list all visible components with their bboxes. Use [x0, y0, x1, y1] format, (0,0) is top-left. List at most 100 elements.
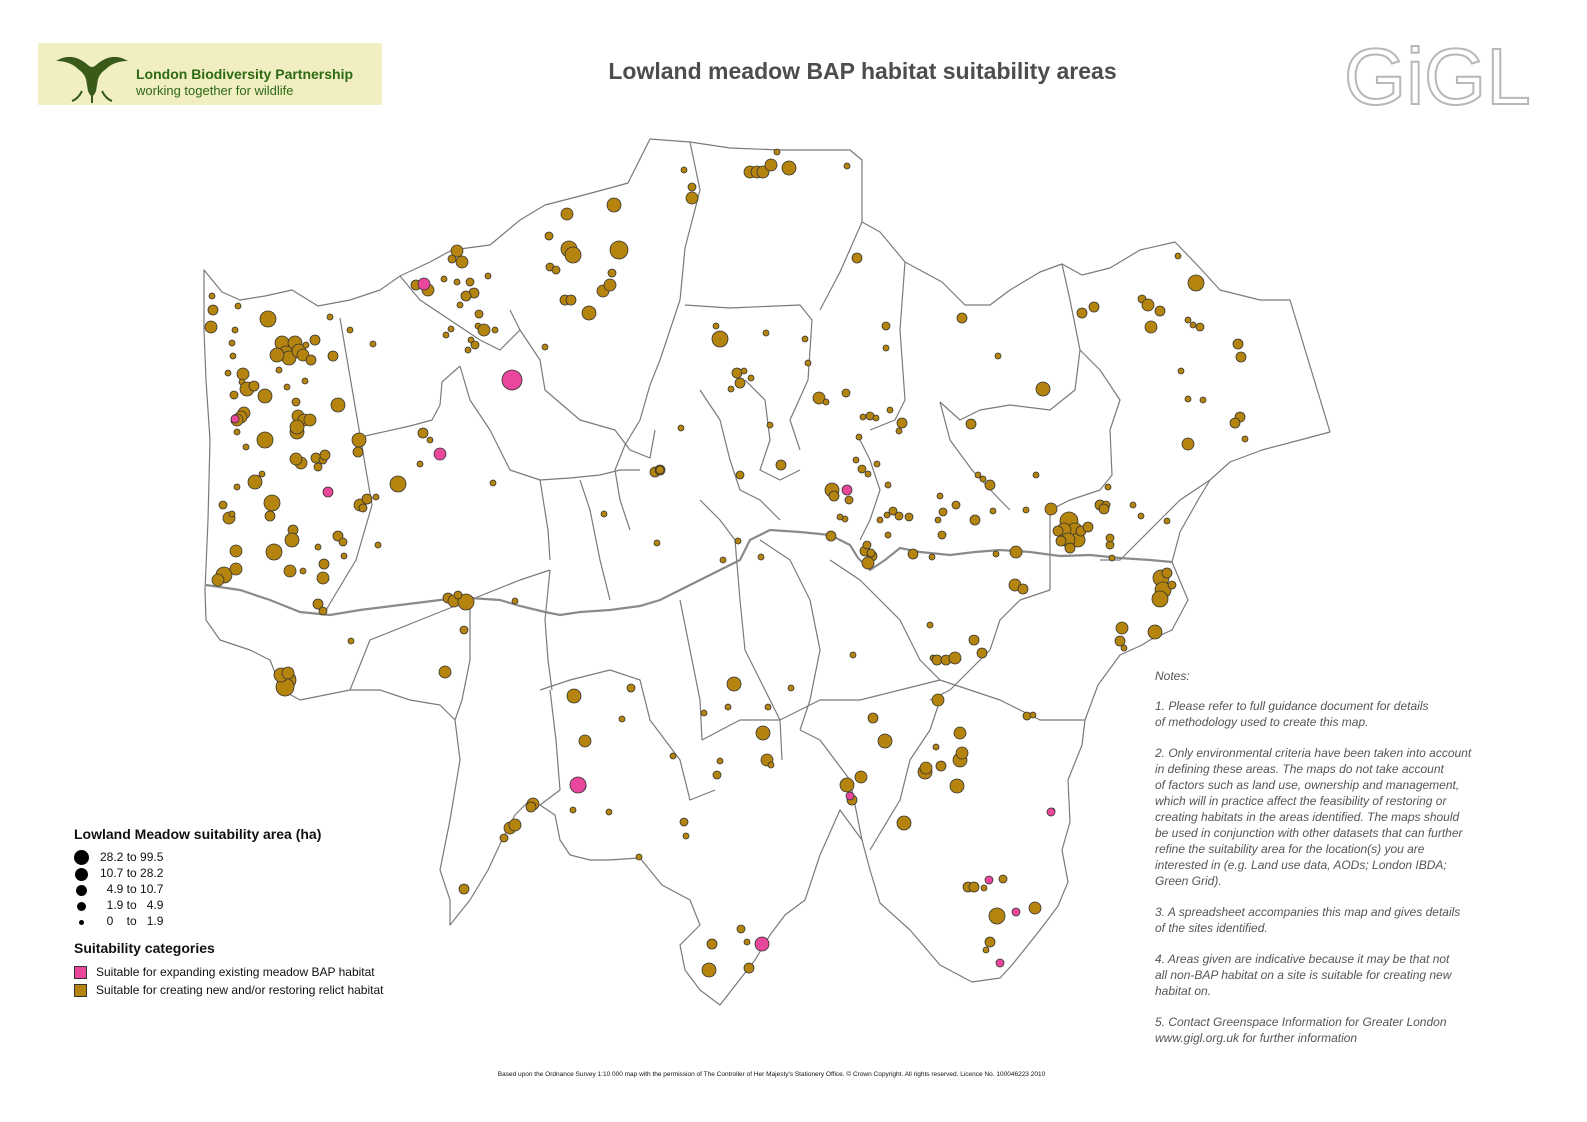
creating-site-marker	[464, 346, 472, 354]
creating-site-marker	[1035, 381, 1051, 397]
london-biodiversity-partnership-logo: London Biodiversity Partnership working …	[38, 43, 382, 105]
creating-site-marker	[895, 427, 903, 435]
creating-site-marker	[511, 597, 519, 605]
note-item: 5. Contact Greenspace Information for Gr…	[1155, 1015, 1447, 1045]
page-title: Lowland meadow BAP habitat suitability a…	[608, 58, 1117, 84]
creating-swatch	[74, 984, 87, 997]
expanding-site-marker	[230, 414, 240, 424]
creating-site-marker	[731, 367, 743, 379]
creating-site-marker	[896, 417, 908, 429]
creating-site-marker	[934, 516, 942, 524]
creating-site-marker	[607, 268, 617, 278]
borough-boundaries	[203, 138, 1331, 1006]
creating-site-marker	[1114, 635, 1126, 647]
creating-site-marker	[949, 778, 965, 794]
expanding-site-marker	[845, 791, 855, 801]
creating-site-marker	[327, 350, 339, 362]
creating-site-marker	[989, 507, 997, 515]
creating-site-marker	[1187, 274, 1205, 292]
creating-site-marker	[372, 493, 380, 501]
creating-site-marker	[1137, 512, 1145, 520]
creating-site-marker	[351, 432, 367, 448]
creating-site-marker	[685, 191, 699, 205]
creating-site-marker	[884, 531, 892, 539]
creating-site-marker	[655, 465, 665, 475]
size-symbol	[79, 920, 84, 925]
creating-site-marker	[499, 833, 509, 843]
creating-site-marker	[305, 354, 317, 366]
creating-site-marker	[700, 709, 708, 717]
creating-site-marker	[727, 385, 735, 393]
creating-site-marker	[855, 433, 863, 441]
creating-site-marker	[1076, 307, 1088, 319]
creating-site-marker	[876, 516, 884, 524]
creating-site-marker	[231, 326, 239, 334]
size-class-label: 0 to 1.9	[100, 914, 164, 928]
gigl-logo-text: GiGL	[1344, 34, 1530, 114]
creating-site-marker	[603, 278, 617, 292]
creating-site-marker	[470, 340, 480, 350]
creating-site-marker	[465, 277, 475, 287]
creating-site-marker	[374, 541, 382, 549]
creating-site-marker	[926, 621, 934, 629]
creating-site-marker	[984, 936, 996, 948]
creating-site-marker	[956, 312, 968, 324]
creating-site-marker	[1232, 338, 1244, 350]
creating-site-marker	[734, 537, 742, 545]
creating-site-marker	[951, 500, 961, 510]
creating-site-marker	[256, 431, 274, 449]
creating-site-marker	[965, 418, 977, 430]
notes-panel: Notes: 1. Please refer to full guidance …	[1155, 668, 1515, 1061]
size-symbol	[76, 885, 87, 896]
creating-site-marker	[1115, 621, 1129, 635]
creating-site-marker	[1167, 580, 1177, 590]
creating-site-marker	[1174, 252, 1182, 260]
size-class-row: 28.2 to 99.5	[74, 850, 494, 866]
creating-site-marker	[812, 391, 826, 405]
creating-site-marker	[764, 158, 778, 172]
map-legend: Lowland Meadow suitability area (ha) 28.…	[74, 826, 494, 998]
creating-site-marker	[218, 500, 228, 510]
creating-site-marker	[937, 530, 947, 540]
size-class-row: 0 to 1.9	[74, 914, 494, 930]
creating-site-marker	[653, 539, 661, 547]
creating-site-marker	[340, 552, 348, 560]
category-row: Suitable for expanding existing meadow B…	[74, 964, 494, 980]
creating-site-marker	[291, 397, 301, 407]
creating-site-marker	[447, 325, 455, 333]
creating-site-marker	[931, 654, 943, 666]
creating-site-marker	[781, 160, 797, 176]
creating-site-marker	[416, 460, 424, 468]
creating-site-marker	[711, 330, 729, 348]
bird-icon	[56, 56, 128, 103]
creating-site-marker	[477, 323, 491, 337]
creating-site-marker	[756, 165, 770, 179]
creating-site-marker	[1108, 554, 1116, 562]
size-class-label: 10.7 to 28.2	[100, 866, 164, 880]
creating-site-marker	[565, 294, 577, 306]
creating-site-marker	[886, 406, 894, 414]
creating-site-marker	[679, 817, 689, 827]
size-class-row: 4.9 to 10.7	[74, 882, 494, 898]
creating-site-marker	[687, 182, 697, 192]
creating-site-marker	[417, 427, 429, 439]
creating-site-marker	[724, 703, 732, 711]
creating-site-marker	[236, 367, 250, 381]
creating-site-marker	[269, 347, 285, 363]
creating-site-marker	[735, 470, 745, 480]
creating-site-marker	[669, 752, 677, 760]
creating-site-marker	[1235, 351, 1247, 363]
london-outline	[203, 138, 1331, 1006]
creating-site-marker	[988, 907, 1006, 925]
expanding-swatch	[74, 966, 87, 979]
creating-site-marker	[389, 475, 407, 493]
creating-site-marker	[265, 543, 283, 561]
creating-site-marker	[1052, 525, 1064, 537]
creating-site-marker	[1120, 644, 1128, 652]
creating-site-marker	[474, 309, 484, 319]
creating-site-marker	[211, 573, 225, 587]
creating-site-marker	[867, 712, 879, 724]
creating-site-marker	[453, 590, 463, 600]
creating-site-marker	[450, 244, 464, 258]
creating-site-marker	[458, 883, 470, 895]
